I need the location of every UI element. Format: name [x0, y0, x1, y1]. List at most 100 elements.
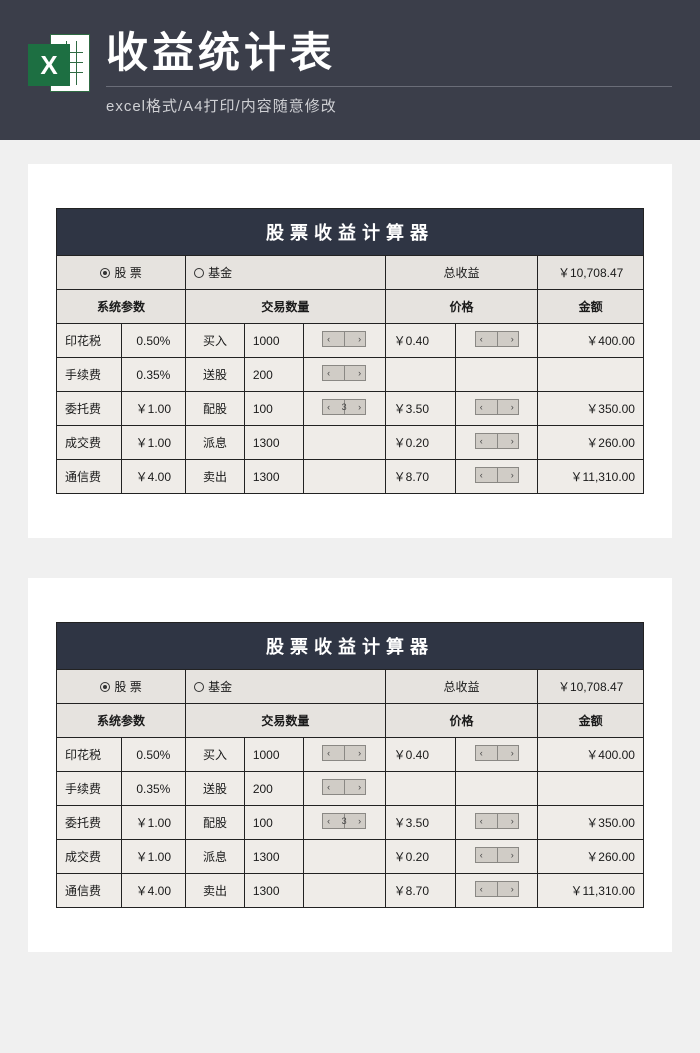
price-cell: ￥8.70	[385, 874, 455, 908]
trade-label: 买入	[186, 324, 245, 358]
trade-label: 派息	[186, 426, 245, 460]
param-value: ￥1.00	[121, 392, 186, 426]
param-label: 手续费	[57, 772, 122, 806]
amount-cell: ￥350.00	[538, 392, 644, 426]
param-label: 成交费	[57, 840, 122, 874]
price-spinner[interactable]	[456, 738, 538, 772]
amount-cell: ￥400.00	[538, 324, 644, 358]
param-value: ￥4.00	[121, 460, 186, 494]
table-row: 手续费 0.35% 送股 200	[57, 772, 644, 806]
col-qty: 交易数量	[186, 704, 386, 738]
qty-spinner	[303, 426, 385, 460]
amount-cell: ￥11,310.00	[538, 460, 644, 494]
qty-spinner[interactable]	[303, 738, 385, 772]
param-value: 0.50%	[121, 324, 186, 358]
col-qty: 交易数量	[186, 290, 386, 324]
qty-spinner	[303, 874, 385, 908]
trade-qty: 1300	[244, 840, 303, 874]
price-cell: ￥8.70	[385, 460, 455, 494]
trade-label: 卖出	[186, 460, 245, 494]
trade-label: 买入	[186, 738, 245, 772]
param-label: 委托费	[57, 806, 122, 840]
radio-stock-cell[interactable]: 股 票	[57, 256, 186, 290]
qty-spinner	[303, 460, 385, 494]
radio-fund-cell[interactable]: 基金	[186, 670, 386, 704]
param-value: 0.35%	[121, 772, 186, 806]
price-spinner[interactable]	[456, 840, 538, 874]
trade-label: 送股	[186, 358, 245, 392]
param-label: 通信费	[57, 874, 122, 908]
trade-qty: 200	[244, 358, 303, 392]
price-cell: ￥3.50	[385, 806, 455, 840]
price-cell	[385, 772, 455, 806]
price-cell: ￥3.50	[385, 392, 455, 426]
price-spinner[interactable]	[456, 426, 538, 460]
trade-qty: 200	[244, 772, 303, 806]
total-value: ￥10,708.47	[538, 256, 644, 290]
col-price: 价格	[385, 704, 538, 738]
param-value: ￥4.00	[121, 874, 186, 908]
qty-spinner[interactable]	[303, 772, 385, 806]
col-sys: 系统参数	[57, 704, 186, 738]
table-row: 印花税 0.50% 买入 1000 ￥0.40 ￥400.00	[57, 324, 644, 358]
param-value: 0.50%	[121, 738, 186, 772]
price-cell: ￥0.40	[385, 738, 455, 772]
param-value: 0.35%	[121, 358, 186, 392]
table-row: 通信费 ￥4.00 卖出 1300 ￥8.70 ￥11,310.00	[57, 460, 644, 494]
table-row: 手续费 0.35% 送股 200	[57, 358, 644, 392]
radio-stock-label: 股 票	[114, 678, 141, 695]
trade-qty: 1300	[244, 460, 303, 494]
price-spinner[interactable]	[456, 392, 538, 426]
amount-cell: ￥260.00	[538, 840, 644, 874]
sheet-panel-1: 股票收益计算器 股 票 基金 总收益 ￥10,708.47 系统参数 交易数量 …	[28, 164, 672, 538]
col-sys: 系统参数	[57, 290, 186, 324]
price-cell	[385, 358, 455, 392]
page-header: X 收益统计表 excel格式/A4打印/内容随意修改	[0, 0, 700, 140]
amount-cell: ￥350.00	[538, 806, 644, 840]
trade-label: 配股	[186, 392, 245, 426]
param-label: 印花税	[57, 738, 122, 772]
table-row: 成交费 ￥1.00 派息 1300 ￥0.20 ￥260.00	[57, 840, 644, 874]
excel-icon: X	[28, 34, 90, 96]
price-spinner[interactable]	[456, 324, 538, 358]
param-value: ￥1.00	[121, 840, 186, 874]
table-title: 股票收益计算器	[57, 623, 644, 670]
header-text: 收益统计表 excel格式/A4打印/内容随意修改	[106, 30, 672, 116]
trade-qty: 1000	[244, 324, 303, 358]
qty-spinner[interactable]	[303, 324, 385, 358]
table-row: 通信费 ￥4.00 卖出 1300 ￥8.70 ￥11,310.00	[57, 874, 644, 908]
param-label: 通信费	[57, 460, 122, 494]
param-value: ￥1.00	[121, 426, 186, 460]
panels: 股票收益计算器 股 票 基金 总收益 ￥10,708.47 系统参数 交易数量 …	[0, 140, 700, 976]
qty-spinner[interactable]	[303, 358, 385, 392]
col-amount: 金额	[538, 704, 644, 738]
total-label: 总收益	[385, 256, 538, 290]
price-spinner[interactable]	[456, 806, 538, 840]
price-spinner	[456, 772, 538, 806]
qty-spinner[interactable]: 3	[303, 806, 385, 840]
table-row: 委托费 ￥1.00 配股 100 3 ￥3.50 ￥350.00	[57, 392, 644, 426]
col-amount: 金额	[538, 290, 644, 324]
radio-stock-cell[interactable]: 股 票	[57, 670, 186, 704]
sheet-panel-2: 股票收益计算器 股 票 基金 总收益 ￥10,708.47 系统参数 交易数量 …	[28, 578, 672, 952]
table-row: 委托费 ￥1.00 配股 100 3 ￥3.50 ￥350.00	[57, 806, 644, 840]
total-label: 总收益	[385, 670, 538, 704]
trade-label: 配股	[186, 806, 245, 840]
price-spinner[interactable]	[456, 874, 538, 908]
param-label: 印花税	[57, 324, 122, 358]
amount-cell: ￥400.00	[538, 738, 644, 772]
price-cell: ￥0.20	[385, 426, 455, 460]
qty-spinner	[303, 840, 385, 874]
price-cell: ￥0.40	[385, 324, 455, 358]
radio-fund-cell[interactable]: 基金	[186, 256, 386, 290]
price-cell: ￥0.20	[385, 840, 455, 874]
table-title: 股票收益计算器	[57, 209, 644, 256]
radio-stock-label: 股 票	[114, 264, 141, 281]
trade-label: 卖出	[186, 874, 245, 908]
col-price: 价格	[385, 290, 538, 324]
page-subtitle: excel格式/A4打印/内容随意修改	[106, 86, 672, 116]
trade-qty: 1300	[244, 426, 303, 460]
table-row: 成交费 ￥1.00 派息 1300 ￥0.20 ￥260.00	[57, 426, 644, 460]
qty-spinner[interactable]: 3	[303, 392, 385, 426]
price-spinner[interactable]	[456, 460, 538, 494]
